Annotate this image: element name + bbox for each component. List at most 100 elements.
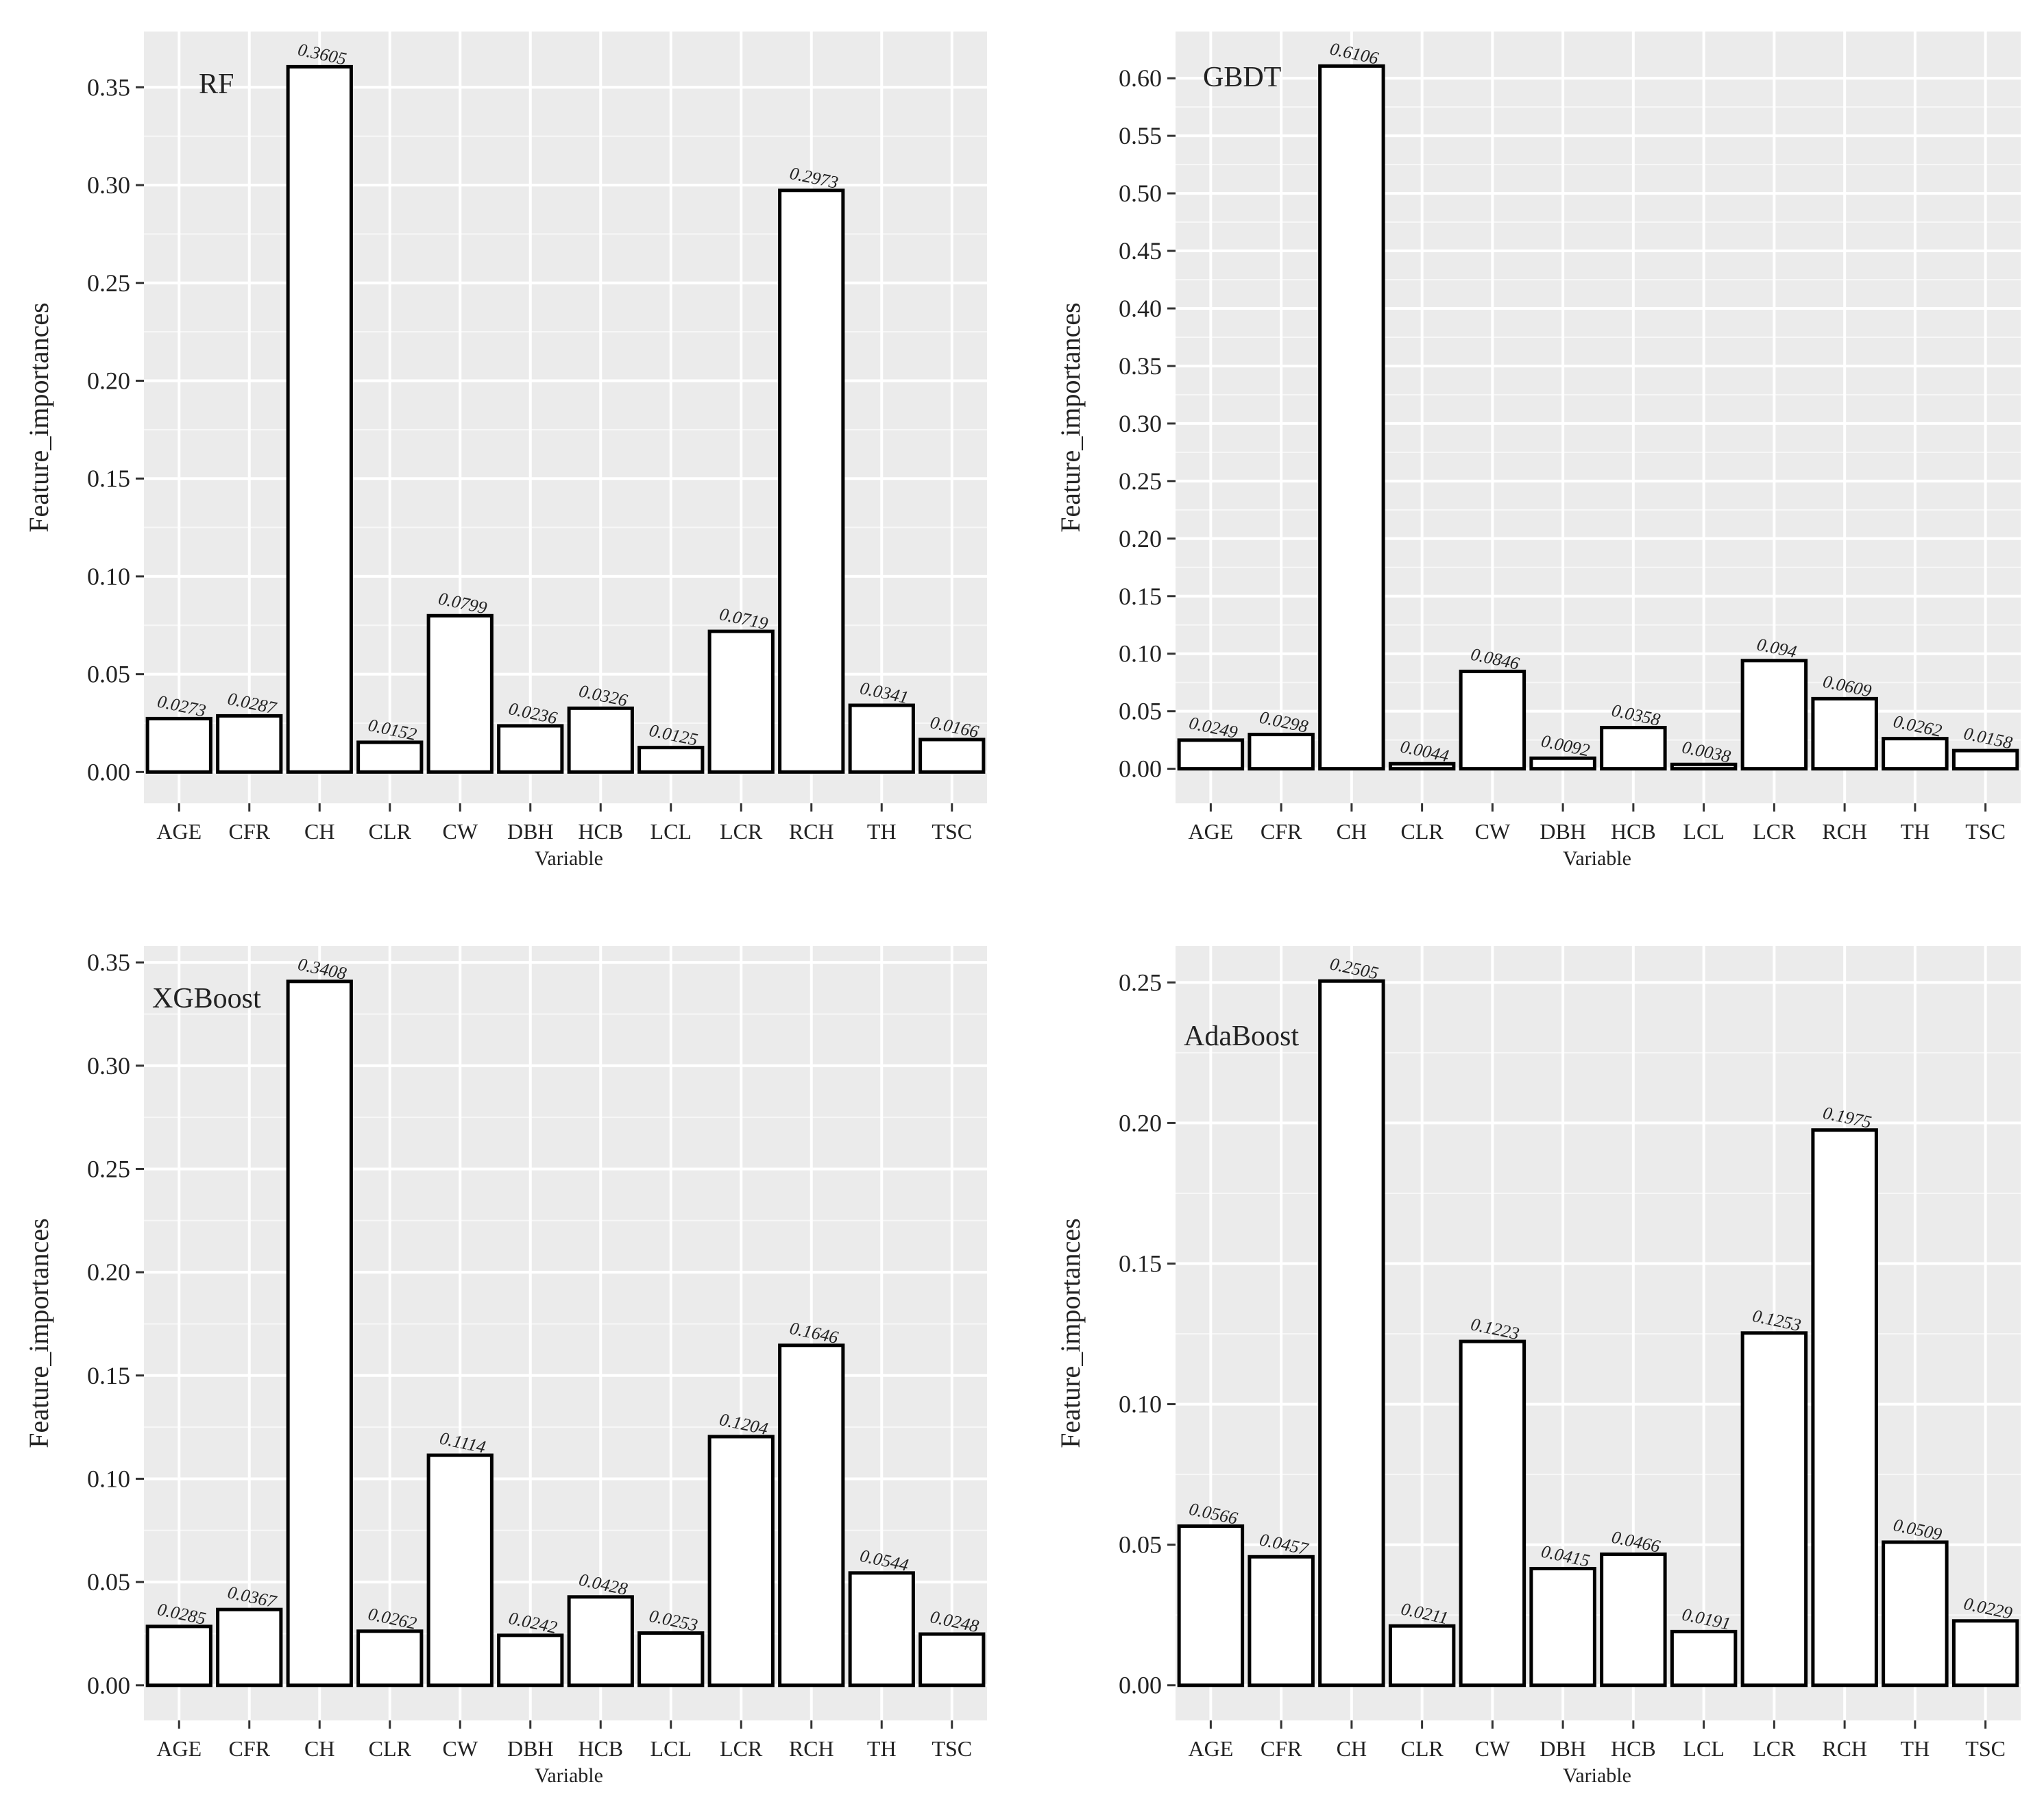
bar-rch [1811,696,1878,771]
bar-age [145,716,212,774]
x-tick-label: LCR [1753,819,1796,844]
x-tick-label: CLR [1401,819,1444,844]
bar-rch [1811,1128,1878,1688]
y-tick-label: 0.45 [1119,237,1162,265]
bar-age [1177,1524,1245,1688]
x-axis-title: Variable [535,1764,603,1787]
bar-th [1882,737,1949,771]
y-tick-label: 0.25 [1119,467,1162,495]
x-tick-label: LCL [650,819,692,844]
chart-panel-xgboost: 0.000.050.100.150.200.250.300.350.02850.… [23,946,987,1787]
bar-lcr [707,1435,775,1688]
bar-tsc [1951,1619,2019,1688]
bar-rch [778,1343,845,1688]
bar-lcr [1740,1331,1808,1688]
x-tick-label: HCB [1611,819,1656,844]
x-tick-label: CFR [1261,819,1302,844]
y-tick-label: 0.20 [87,1258,130,1286]
x-tick-label: CW [442,1736,478,1761]
bar-th [848,703,915,774]
x-tick-label: CFR [229,819,271,844]
panel-label: RF [199,69,234,100]
x-tick-label: CLR [369,819,412,844]
x-tick-label: DBH [1540,1736,1586,1761]
x-tick-label: TH [867,1736,897,1761]
x-tick-label: CH [1337,819,1367,844]
x-axis-title: Variable [1563,1764,1631,1787]
y-tick-label: 0.30 [87,171,130,199]
x-tick-label: TH [867,819,897,844]
bar-tsc [1951,748,2019,771]
y-tick-label: 0.05 [1119,1531,1162,1559]
x-tick-label: HCB [578,1736,623,1761]
bar-age [1177,738,1245,771]
x-axis-title: Variable [535,847,603,870]
bar-lcl [637,746,705,774]
x-tick-label: DBH [507,1736,554,1761]
x-tick-label: AGE [156,819,202,844]
panel-label: GBDT [1203,62,1281,93]
y-tick-label: 0.35 [87,73,130,101]
x-tick-label: AGE [1188,819,1233,844]
x-tick-label: TH [1901,1736,1930,1761]
bar-hcb [1600,1552,1667,1688]
y-tick-label: 0.10 [87,563,130,590]
y-tick-label: 0.30 [1119,410,1162,437]
x-tick-label: RCH [1822,1736,1867,1761]
y-tick-label: 0.00 [1119,755,1162,783]
y-axis-title: Feature_importances [1055,1218,1086,1448]
bar-cw [426,613,494,774]
bar-cfr [216,714,283,774]
bar-lcr [1740,659,1808,771]
x-tick-label: CH [304,1736,334,1761]
y-tick-label: 0.00 [87,758,130,785]
x-tick-label: LCR [1753,1736,1796,1761]
y-tick-label: 0.40 [1119,295,1162,322]
y-axis-title: Feature_importances [1055,302,1086,532]
x-tick-label: RCH [789,1736,834,1761]
x-tick-label: CFR [229,1736,271,1761]
y-axis-title: Feature_importances [23,302,54,532]
plot-background [1176,946,2021,1720]
bar-lcl [1670,1629,1738,1688]
y-tick-label: 0.60 [1119,64,1162,92]
x-tick-label: AGE [156,1736,202,1761]
y-tick-label: 0.20 [87,367,130,394]
y-axis-title: Feature_importances [23,1218,54,1448]
x-tick-label: HCB [578,819,623,844]
y-tick-label: 0.05 [1119,698,1162,725]
bar-dbh [497,1633,564,1688]
bar-th [848,1571,915,1688]
x-tick-label: RCH [1822,819,1867,844]
x-tick-label: TSC [932,1736,972,1761]
x-tick-label: LCR [720,819,763,844]
bar-cw [1459,670,1526,771]
x-tick-label: CH [304,819,334,844]
bar-lcl [1670,762,1738,771]
x-tick-label: TSC [932,819,972,844]
x-tick-label: CLR [1401,1736,1444,1761]
x-tick-label: CW [1475,819,1511,844]
bar-ch [1318,979,1385,1688]
panel-label: XGBoost [152,983,261,1014]
y-tick-label: 0.10 [1119,640,1162,668]
bar-tsc [918,738,986,774]
bar-clr [356,740,424,774]
x-tick-label: DBH [1540,819,1586,844]
chart-panel-rf: 0.000.050.100.150.200.250.300.350.0273 0.… [23,32,987,870]
y-tick-label: 0.00 [1119,1672,1162,1699]
x-tick-label: DBH [507,819,554,844]
x-tick-label: CFR [1261,1736,1302,1761]
y-tick-label: 0.15 [1119,1250,1162,1277]
bar-cfr [1248,1555,1315,1688]
x-axis-title: Variable [1563,847,1631,870]
y-tick-label: 0.35 [87,949,130,976]
bar-dbh [1529,756,1596,771]
bar-cw [426,1453,494,1688]
chart-panel-gbdt: 0.00 0.05 0.10 0.15 0.20 0.25 0.30 0.35 0.40 0.45… [1055,32,2021,870]
bar-hcb [1600,726,1667,771]
bar-cfr [1248,733,1315,771]
bar-dbh [1529,1567,1596,1688]
bar-clr [1388,1624,1456,1688]
